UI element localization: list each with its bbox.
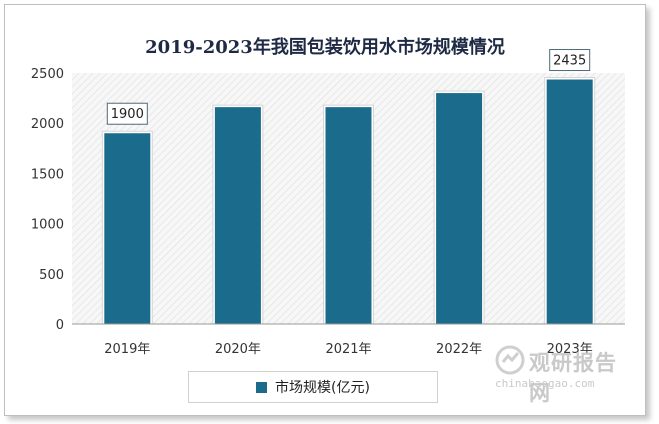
legend: 市场规模(亿元): [188, 371, 438, 403]
chart-frame: 2019-2023年我国包装饮用水市场规模情况 0 500 1000 1500 2000…: [4, 4, 646, 416]
x-axis: 2019年 2020年 2021年 2022年 2023年: [104, 342, 592, 357]
y-tick-label: 500: [39, 268, 64, 283]
watermark: 观研报告网 chinabaogao.com: [495, 343, 625, 405]
bar-2023年: [546, 79, 593, 324]
data-label: 2435: [553, 54, 586, 69]
bar-2022年: [436, 93, 483, 324]
y-tick-label: 2500: [31, 67, 64, 82]
brand-logo-icon: [495, 345, 525, 375]
bar-2019年: [104, 133, 151, 324]
chart-title: 2019-2023年我国包装饮用水市场规模情况: [145, 37, 505, 58]
x-tick-label: 2023年: [547, 342, 593, 357]
y-axis: 0 500 1000 1500 2000 2500: [31, 67, 64, 333]
y-tick-label: 1000: [31, 218, 64, 233]
data-label-box: [106, 102, 148, 125]
legend-label: 市场规模(亿元): [275, 380, 370, 396]
y-tick-label: 2000: [31, 117, 64, 132]
x-tick-label: 2019年: [104, 342, 150, 357]
y-tick-label: 1500: [31, 167, 64, 182]
x-tick-label: 2021年: [325, 342, 371, 357]
bar-2020年: [214, 107, 261, 324]
x-tick-label: 2022年: [436, 342, 482, 357]
y-tick-label: 0: [56, 318, 64, 333]
data-labels: 1900 2435: [106, 49, 591, 125]
watermark-domain: chinabaogao.com: [495, 377, 595, 390]
bar-2021年: [325, 107, 372, 324]
x-tick-label: 2020年: [215, 342, 261, 357]
data-label: 1900: [111, 107, 144, 122]
bar-chart: 0 500 1000 1500 2000 2500 2019年 2020年 2021年 2022…: [31, 49, 625, 357]
watermark-brand: 观研报告网: [529, 351, 617, 405]
legend-swatch: [256, 381, 268, 393]
data-label-box: [549, 49, 591, 72]
bars-layer: [101, 77, 596, 325]
